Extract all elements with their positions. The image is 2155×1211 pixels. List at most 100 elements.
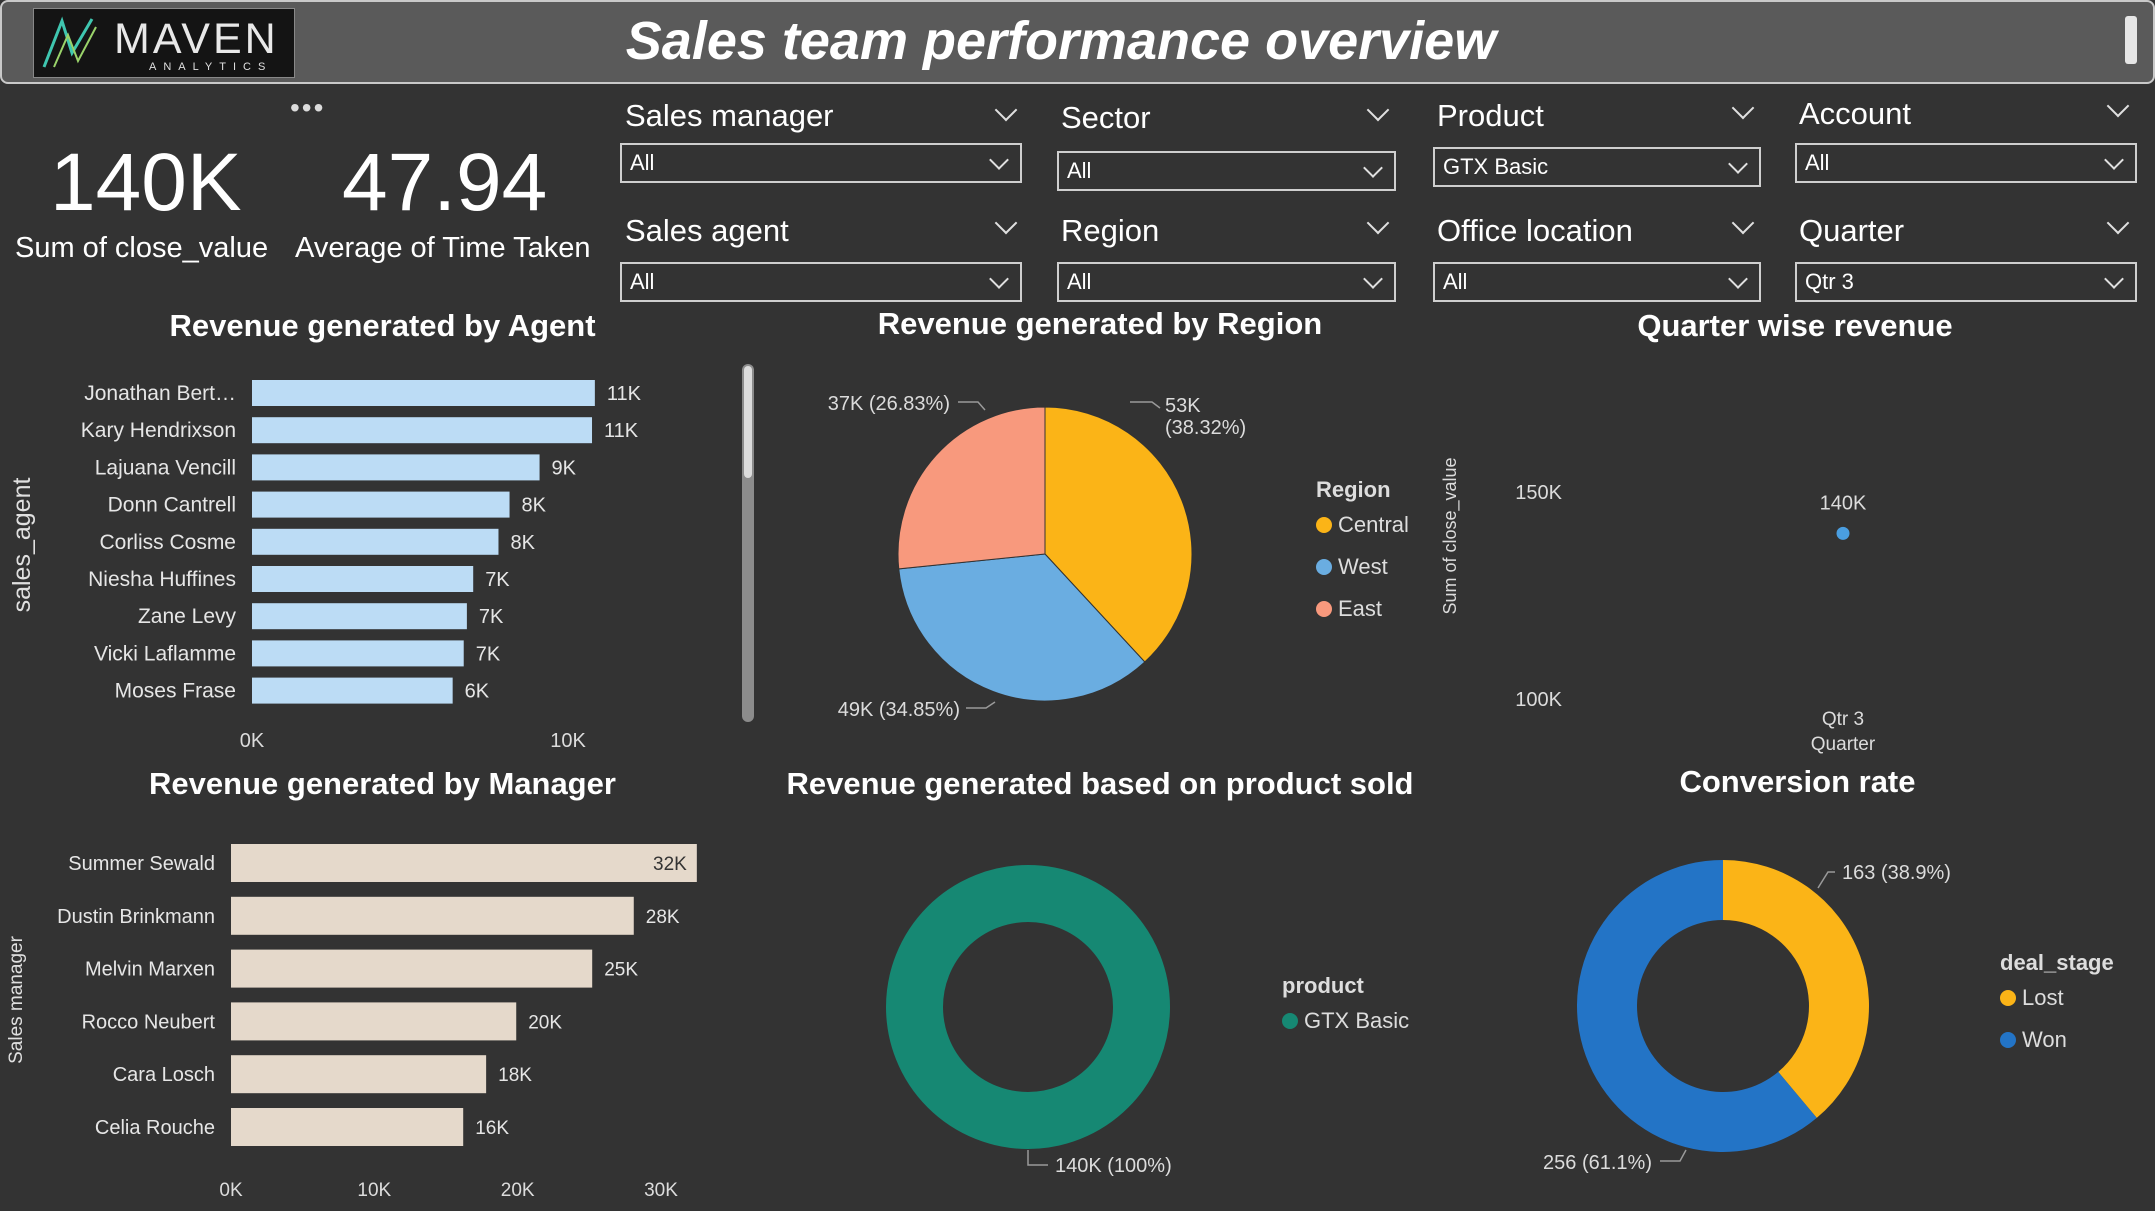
bar[interactable] (231, 1002, 517, 1041)
maven-logo: MAVEN ANALYTICS (33, 8, 295, 78)
bar-category-label: Celia Rouche (95, 1117, 215, 1139)
x-tick-label: 0K (219, 1180, 243, 1201)
x-tick-label: 20K (501, 1180, 535, 1201)
chevron-down-icon[interactable] (2106, 94, 2130, 118)
chevron-down-icon (1363, 269, 1383, 289)
legend-item[interactable]: Won (2022, 1027, 2067, 1052)
kpi-time-taken: 47.94 (342, 137, 548, 228)
chevron-down-icon (989, 269, 1009, 289)
agent-chart-title: Revenue generated by Agent (169, 308, 596, 343)
legend-item[interactable]: GTX Basic (1304, 1008, 1409, 1033)
slicer-quarter-value: Qtr 3 (1805, 269, 1854, 294)
chevron-down-icon[interactable] (1731, 96, 1755, 120)
bar[interactable] (252, 491, 510, 518)
chevron-down-icon[interactable] (1366, 211, 1390, 235)
logo-text: MAVEN (114, 15, 279, 63)
slicer-region-dropdown[interactable]: All (1057, 262, 1396, 302)
slice[interactable] (898, 553, 1146, 702)
legend-marker (1282, 1013, 1298, 1029)
slice[interactable] (897, 406, 1046, 570)
legend-item[interactable]: Lost (2022, 985, 2064, 1010)
y-axis-label: Sum of close_value (1440, 457, 1461, 614)
quarter-chart-title: Quarter wise revenue (1637, 308, 1953, 343)
slice[interactable] (1723, 860, 1869, 1118)
legend-marker (1316, 559, 1332, 575)
bar[interactable] (252, 603, 467, 630)
legend-item[interactable]: East (1338, 596, 1382, 621)
bar-data-label: 7K (479, 606, 504, 628)
bar[interactable] (231, 844, 697, 882)
slice-data-label: 49K (34.85%) (838, 699, 960, 721)
header-scroll-handle[interactable] (2125, 16, 2137, 64)
product-donut-chart: 140K (100%) product GTX Basic (886, 865, 1409, 1177)
manager-y-axis-label: Sales manager (6, 935, 27, 1063)
bar-category-label: Dustin Brinkmann (57, 906, 215, 928)
slice-data-label: 163 (38.9%) (1842, 862, 1951, 884)
bar[interactable] (252, 417, 593, 444)
bar[interactable] (231, 896, 634, 935)
slicer-sales-manager-dropdown[interactable]: All (620, 143, 1022, 183)
chevron-down-icon[interactable] (994, 211, 1018, 235)
slicer-quarter-dropdown[interactable]: Qtr 3 (1795, 262, 2137, 302)
bar-category-label: Cara Losch (113, 1064, 215, 1086)
slice[interactable] (1044, 406, 1193, 663)
chevron-down-icon[interactable] (994, 98, 1018, 122)
agent-scrollbar-thumb[interactable] (744, 366, 752, 478)
x-tick-label: 10K (550, 730, 586, 752)
slice[interactable] (1577, 860, 1817, 1152)
bar-data-label: 25K (604, 960, 638, 981)
chevron-down-icon[interactable] (1731, 211, 1755, 235)
legend-marker (1316, 601, 1332, 617)
bar-category-label: Melvin Marxen (85, 959, 215, 981)
manager-chart-title: Revenue generated by Manager (149, 766, 616, 801)
slicer-office-location-title: Office location (1437, 213, 1633, 248)
data-point[interactable] (1836, 526, 1850, 540)
legend-item[interactable]: West (1338, 554, 1388, 579)
slice-data-label: 37K (26.83%) (828, 393, 950, 415)
slicer-sales-agent-title: Sales agent (625, 213, 789, 248)
slicer-sector-dropdown[interactable]: All (1057, 151, 1396, 191)
slicer-product-value: GTX Basic (1443, 154, 1549, 179)
slicer-sales-manager-value: All (630, 150, 655, 175)
slicer-region-title: Region (1061, 213, 1160, 248)
more-options-button[interactable]: ••• (290, 92, 326, 123)
bar[interactable] (252, 640, 464, 667)
bar[interactable] (252, 528, 499, 555)
bar[interactable] (231, 1055, 487, 1094)
bar[interactable] (252, 454, 540, 481)
slicer-office-location-dropdown[interactable]: All (1433, 262, 1761, 302)
slicer-sales-agent-dropdown[interactable]: All (620, 262, 1022, 302)
header-bar (0, 0, 2155, 84)
leader-line (958, 401, 986, 411)
x-tick-label: 0K (240, 730, 265, 752)
slicer-product-dropdown[interactable]: GTX Basic (1433, 147, 1761, 187)
bar[interactable] (252, 380, 595, 406)
legend-marker (1316, 517, 1332, 533)
chevron-down-icon (2104, 150, 2124, 170)
chevron-down-icon (2104, 269, 2124, 289)
slice-data-label: 256 (61.1%) (1543, 1152, 1652, 1174)
slicer-account-dropdown[interactable]: All (1795, 143, 2137, 183)
slicer-product-title: Product (1437, 98, 1544, 133)
leader-line (1130, 401, 1161, 409)
slicer-account-value: All (1805, 150, 1830, 175)
leader-line (1027, 1150, 1048, 1166)
logo-mark-icon (42, 16, 97, 68)
kpi-close-value: 140K (50, 137, 242, 228)
bar-category-label: Rocco Neubert (82, 1011, 216, 1033)
agent-bar-chart: sales_agent Jonathan Bert… 11K Kary Hendri… (8, 364, 754, 752)
chevron-down-icon (989, 150, 1009, 170)
bar-data-label: 18K (498, 1065, 532, 1086)
slice[interactable] (886, 865, 1170, 1149)
bar[interactable] (252, 677, 453, 704)
bar-category-label: Summer Sewald (68, 853, 215, 875)
chevron-down-icon[interactable] (1366, 98, 1390, 122)
chevron-down-icon[interactable] (2106, 211, 2130, 235)
legend-title: product (1282, 973, 1365, 998)
region-chart-title: Revenue generated by Region (877, 306, 1323, 341)
bar[interactable] (231, 1108, 464, 1146)
bar-category-label: Niesha Huffines (88, 568, 236, 591)
legend-item[interactable]: Central (1338, 512, 1409, 537)
bar[interactable] (252, 566, 474, 592)
bar[interactable] (231, 949, 593, 988)
